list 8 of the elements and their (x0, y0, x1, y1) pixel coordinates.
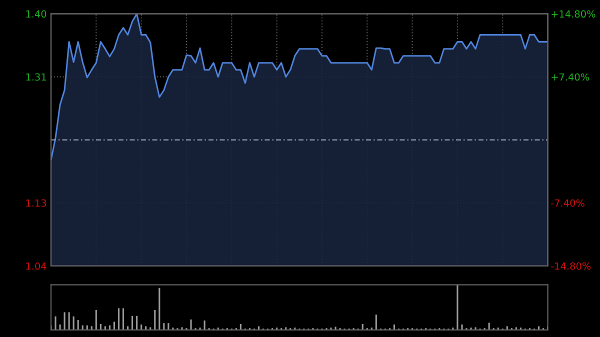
y-tick-label: 1.40 (26, 10, 46, 18)
y2-tick-label: +14.80% (552, 10, 596, 18)
y-tick-label: 1.13 (26, 199, 46, 207)
y2-tick-label: -14.80% (551, 262, 591, 270)
y2-tick-label: -7.40% (551, 199, 584, 207)
y-tick-label: 1.04 (26, 262, 46, 270)
y-tick-label: 1.31 (26, 73, 46, 81)
y2-tick-label: +7.40% (552, 73, 590, 81)
